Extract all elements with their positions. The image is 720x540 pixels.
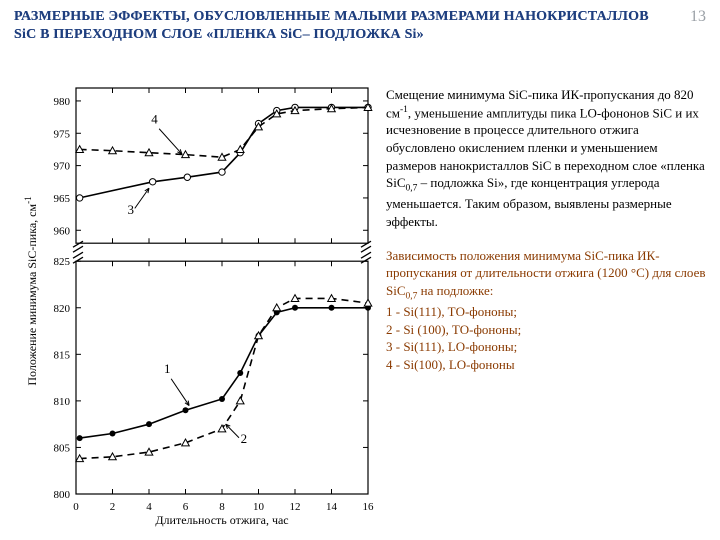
legend-line-1: 1 - Si(111), TО-фононы;: [386, 304, 517, 319]
sub-07-a: 0,7: [406, 184, 418, 194]
svg-text:970: 970: [54, 161, 71, 173]
svg-text:810: 810: [54, 396, 71, 408]
sub-07-b: 0,7: [406, 291, 418, 301]
svg-text:975: 975: [54, 128, 71, 140]
svg-text:Положение минимума SiC-пика, с: Положение минимума SiC-пика, см-1: [23, 196, 39, 385]
svg-text:960: 960: [54, 225, 71, 237]
svg-text:3: 3: [128, 202, 135, 217]
slide-title: РАЗМЕРНЫЕ ЭФФЕКТЫ, ОБУСЛОВЛЕННЫЕ МАЛЫМИ …: [14, 8, 654, 43]
svg-text:980: 980: [54, 96, 71, 108]
svg-text:4: 4: [146, 501, 152, 513]
svg-text:0: 0: [73, 501, 79, 513]
svg-text:12: 12: [290, 501, 301, 513]
legend-line-4: 4 - Si(100), LO-фононы: [386, 357, 515, 372]
svg-text:820: 820: [54, 303, 71, 315]
svg-text:14: 14: [326, 501, 338, 513]
svg-text:4: 4: [151, 112, 158, 127]
svg-text:2: 2: [241, 431, 248, 446]
svg-text:825: 825: [54, 256, 71, 268]
sup-minus1: -1: [400, 105, 408, 115]
svg-text:6: 6: [183, 501, 189, 513]
text-column: Смещение минимума SiC-пика ИК-пропускани…: [386, 86, 708, 373]
svg-text:Длительность отжига, час: Длительность отжига, час: [155, 513, 288, 527]
svg-text:2: 2: [110, 501, 116, 513]
p1-c: – подложка Si», где концентрация углерод…: [386, 175, 672, 229]
svg-text:10: 10: [253, 501, 265, 513]
figure-chart: 9609659709759803480080581081582082502468…: [18, 82, 378, 532]
svg-text:800: 800: [54, 489, 71, 501]
page-number: 13: [690, 8, 706, 26]
svg-text:1: 1: [164, 361, 171, 376]
legend-line-3: 3 - Si(111), LO-фононы;: [386, 339, 517, 354]
legend-line-2: 2 - Si (100), TО-фононы;: [386, 322, 521, 337]
svg-text:8: 8: [219, 501, 225, 513]
paragraph-2: Зависимость положения минимума SiC-пика …: [386, 247, 708, 374]
svg-text:965: 965: [54, 193, 71, 205]
paragraph-1: Смещение минимума SiC-пика ИК-пропускани…: [386, 86, 708, 231]
p2-tail: на подложке:: [417, 283, 493, 298]
svg-text:815: 815: [54, 349, 71, 361]
svg-text:16: 16: [363, 501, 375, 513]
svg-text:805: 805: [54, 442, 71, 454]
